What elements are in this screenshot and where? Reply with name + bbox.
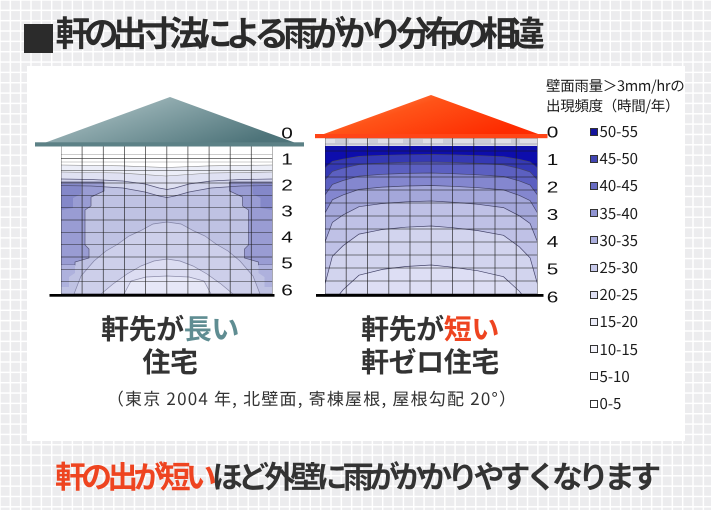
svg-text:2: 2 bbox=[281, 176, 293, 194]
svg-text:0: 0 bbox=[547, 123, 559, 141]
svg-text:3: 3 bbox=[547, 205, 559, 223]
svg-text:4: 4 bbox=[547, 232, 559, 250]
svg-text:6: 6 bbox=[547, 288, 559, 306]
svg-text:6: 6 bbox=[281, 281, 293, 299]
svg-text:1: 1 bbox=[281, 150, 293, 168]
svg-text:2: 2 bbox=[547, 178, 559, 196]
svg-text:5: 5 bbox=[547, 260, 559, 278]
svg-text:3: 3 bbox=[281, 202, 293, 220]
svg-text:5: 5 bbox=[281, 254, 293, 272]
svg-text:1: 1 bbox=[547, 150, 559, 168]
svg-text:4: 4 bbox=[281, 228, 293, 246]
svg-text:0: 0 bbox=[281, 124, 293, 142]
